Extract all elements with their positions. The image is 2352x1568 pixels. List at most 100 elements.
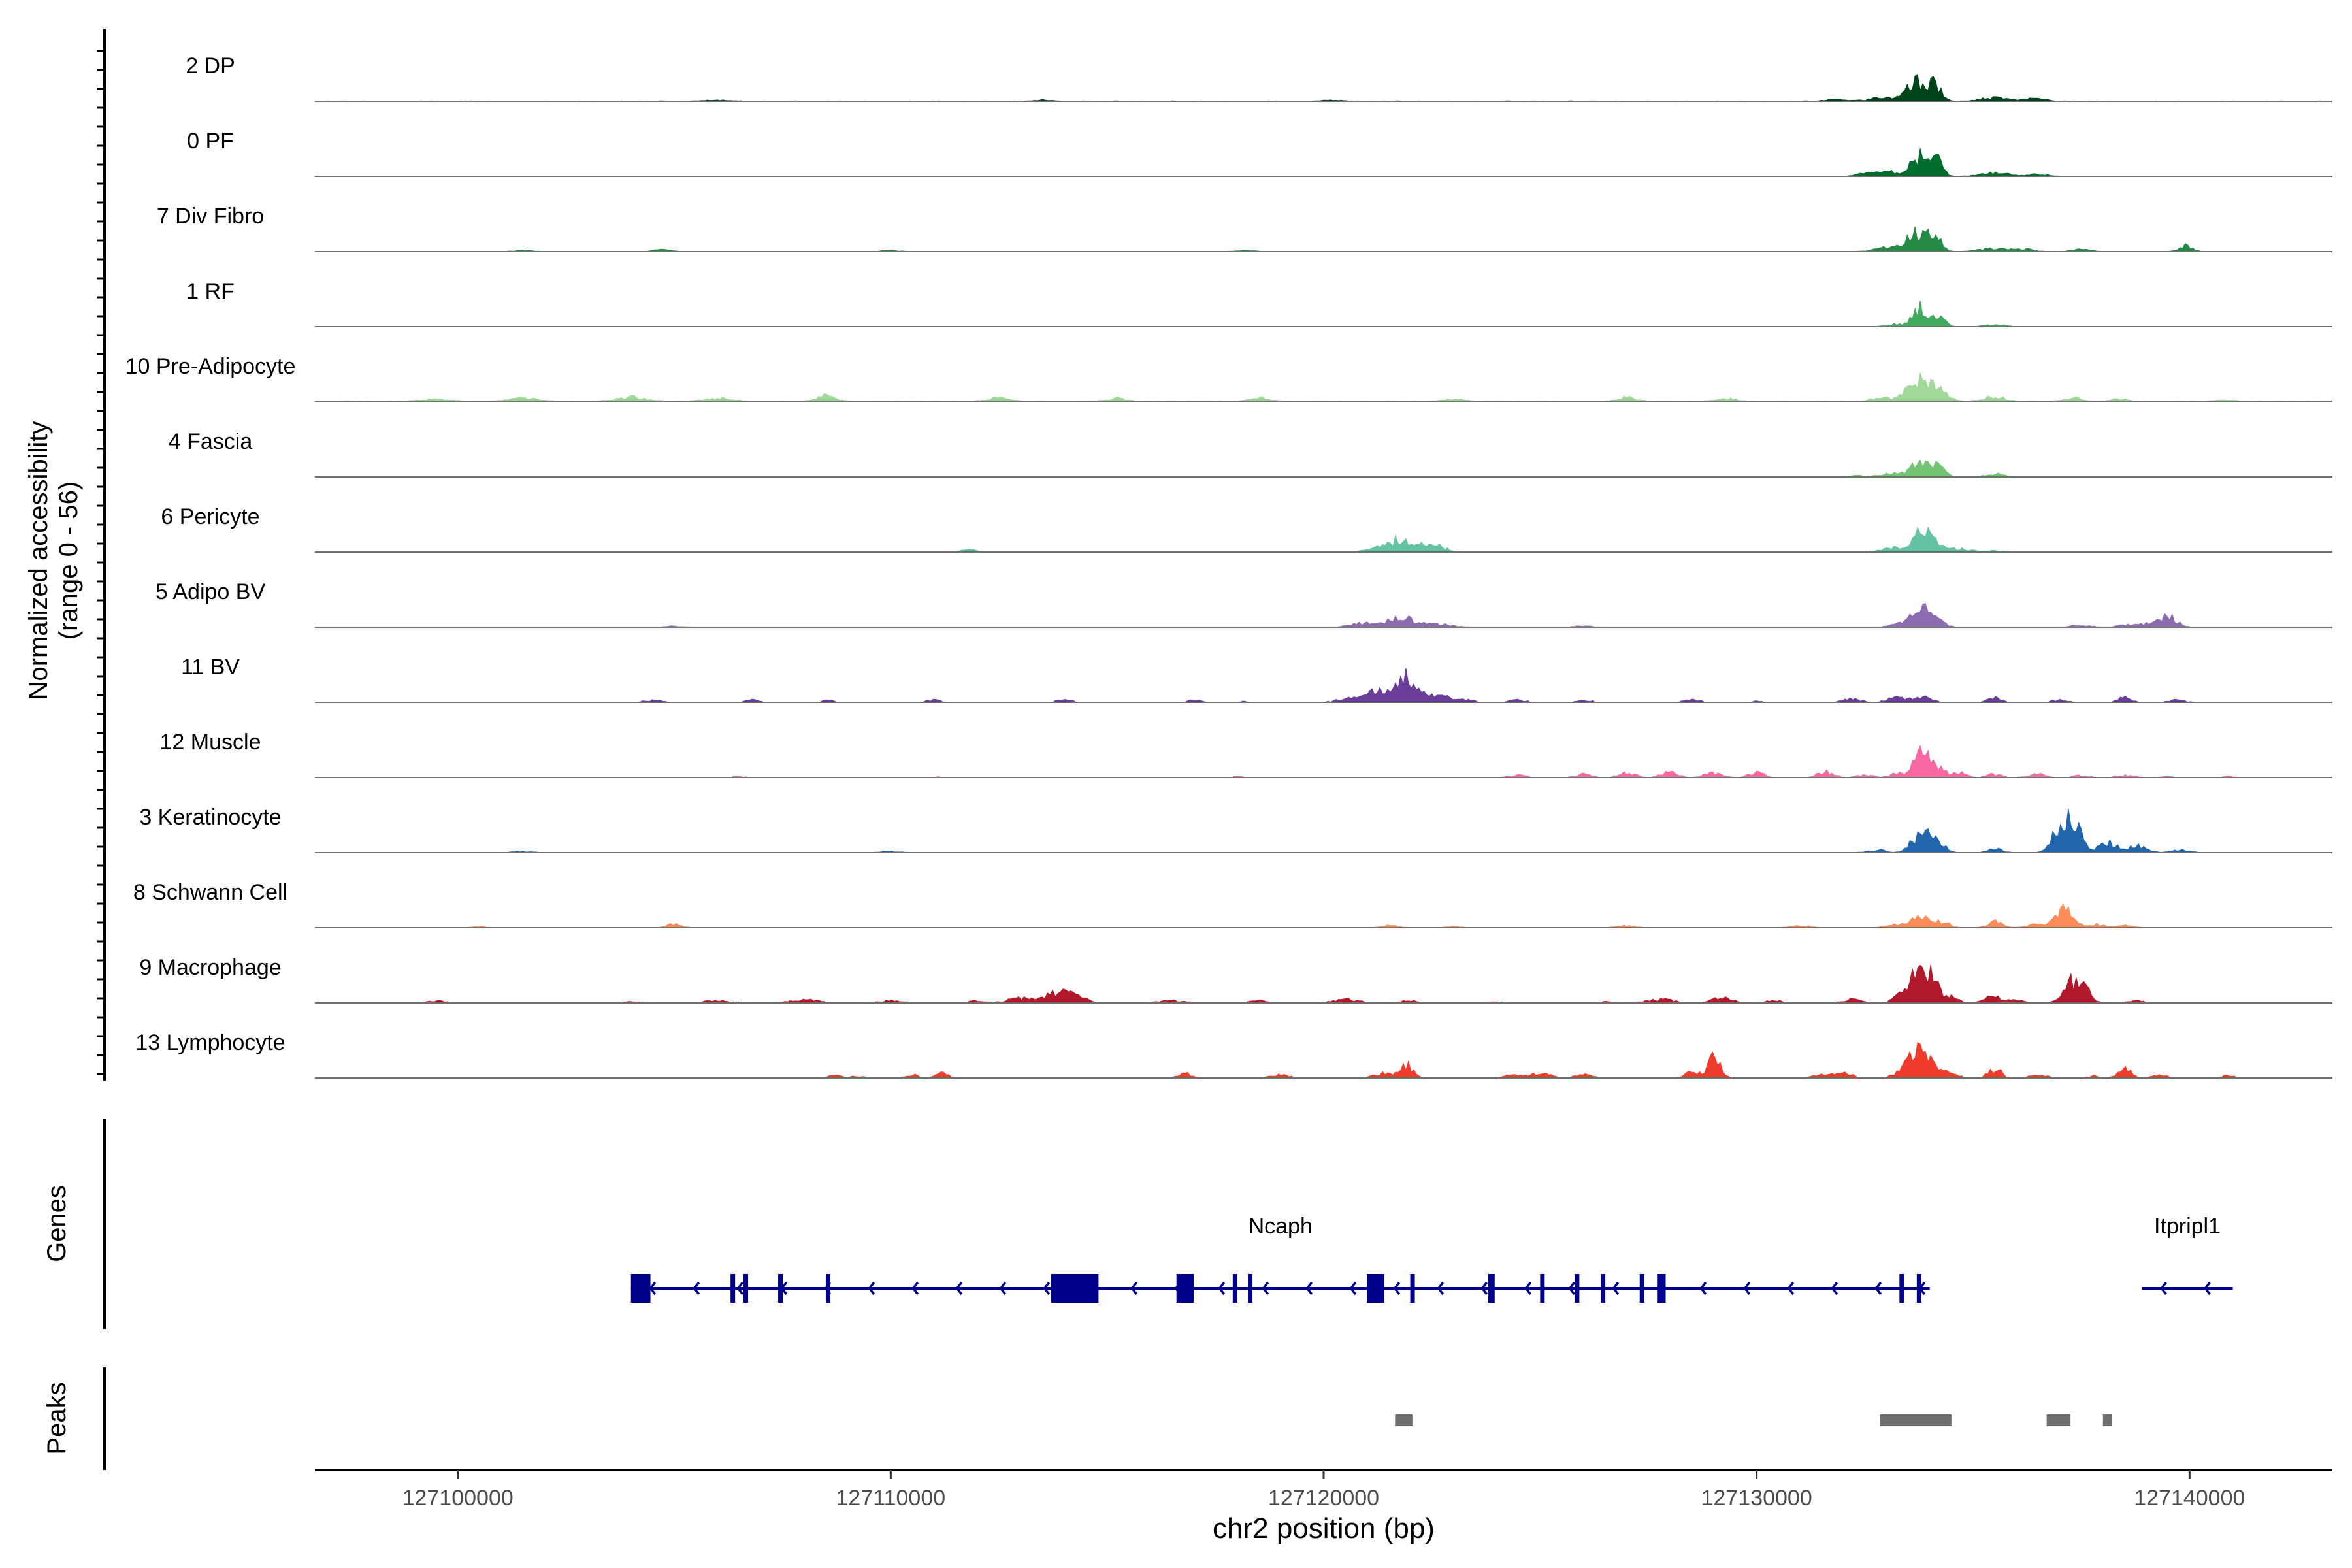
track-6: 4 Fascia xyxy=(169,429,2332,478)
x-axis-title: chr2 position (bp) xyxy=(1213,1512,1435,1544)
strand-arrow xyxy=(2160,1281,2167,1296)
strand-arrow xyxy=(1568,1281,1576,1296)
coverage-area xyxy=(314,226,2328,252)
exon xyxy=(1540,1274,1545,1303)
strand-arrow xyxy=(1349,1281,1357,1296)
genes-track-label: Genes xyxy=(42,1185,71,1262)
track-8: 5 Adipo BV xyxy=(155,580,2332,628)
strand-arrow xyxy=(1130,1281,1138,1296)
gene-ncaph: Ncaph xyxy=(630,1214,1930,1303)
coverage-area xyxy=(315,668,2328,703)
coverage-area xyxy=(314,372,2328,402)
x-tick-label: 127120000 xyxy=(1268,1486,1379,1511)
coverage-area xyxy=(315,964,2328,1004)
exon xyxy=(1232,1274,1237,1303)
strand-arrow xyxy=(1305,1281,1313,1296)
exon xyxy=(1575,1274,1580,1303)
exon xyxy=(1916,1274,1921,1303)
coverage-area xyxy=(314,602,2328,628)
gene-itpripl1: Itpripl1 xyxy=(2142,1214,2233,1296)
strand-arrow xyxy=(1437,1281,1445,1296)
gene-label: Ncaph xyxy=(1249,1214,1313,1239)
exon xyxy=(1899,1274,1904,1303)
exon xyxy=(1639,1274,1644,1303)
track-1: 2 DP xyxy=(186,54,2332,102)
track-label: 13 Lymphocyte xyxy=(135,1030,285,1055)
strand-arrow xyxy=(1743,1281,1751,1296)
track-label: 10 Pre-Adipocyte xyxy=(125,354,296,379)
coverage-tracks: 2 DP 0 PF 7 Div Fibro 1 RF 10 Pre-Adipocyte 4… xyxy=(125,54,2332,1079)
track-label: 5 Adipo BV xyxy=(155,580,266,604)
x-tick-label: 127130000 xyxy=(1701,1486,1812,1511)
coverage-area xyxy=(314,301,2328,327)
coverage-area xyxy=(314,459,2328,478)
peak-track: Peaks xyxy=(42,1367,2112,1470)
exon xyxy=(630,1274,651,1303)
exon xyxy=(730,1274,736,1303)
exon xyxy=(1657,1274,1666,1303)
coverage-area xyxy=(314,74,2328,102)
coverage-area xyxy=(314,148,2328,177)
track-9: 11 BV xyxy=(181,655,2332,703)
track-label: 8 Schwann Cell xyxy=(133,880,287,905)
peak-region xyxy=(2046,1414,2071,1426)
track-3: 7 Div Fibro xyxy=(157,204,2332,252)
track-label: 12 Muscle xyxy=(160,730,261,755)
gene-track: Genes Ncaph Itpripl1 xyxy=(42,1119,2233,1329)
track-label: 1 RF xyxy=(186,279,235,304)
strand-arrow xyxy=(1393,1281,1401,1296)
track-label: 6 Pericyte xyxy=(161,504,259,529)
exon xyxy=(1601,1274,1606,1303)
track-label: 7 Div Fibro xyxy=(157,204,264,229)
gene-label: Itpripl1 xyxy=(2154,1214,2221,1239)
exon xyxy=(1367,1274,1384,1303)
peaks-track-label: Peaks xyxy=(42,1382,71,1454)
track-7: 6 Pericyte xyxy=(161,504,2332,553)
exon xyxy=(743,1274,749,1303)
strand-arrow xyxy=(1262,1281,1269,1296)
coverage-area xyxy=(314,526,2328,553)
track-label: 2 DP xyxy=(186,54,235,78)
x-tick-label: 127100000 xyxy=(402,1486,514,1511)
track-label: 9 Macrophage xyxy=(139,955,281,980)
exon xyxy=(778,1274,783,1303)
strand-arrow xyxy=(999,1281,1007,1296)
strand-arrow xyxy=(2204,1281,2211,1296)
track-14: 13 Lymphocyte xyxy=(135,1030,2332,1079)
exon xyxy=(1248,1274,1253,1303)
y-axis-range-label: (range 0 - 56) xyxy=(54,482,83,640)
strand-arrow xyxy=(911,1281,919,1296)
strand-arrow xyxy=(1787,1281,1795,1296)
track-4: 1 RF xyxy=(186,279,2332,327)
track-13: 9 Macrophage xyxy=(139,955,2332,1004)
track-label: 4 Fascia xyxy=(169,429,253,454)
track-2: 0 PF xyxy=(187,129,2332,177)
strand-arrow xyxy=(1612,1281,1620,1296)
position-axis: 127100000 127110000 127120000 127130000 1271… xyxy=(315,1469,2332,1544)
exon xyxy=(1176,1274,1194,1303)
track-10: 12 Muscle xyxy=(160,730,2332,778)
strand-arrow xyxy=(649,1281,657,1296)
strand-arrow xyxy=(1218,1281,1226,1296)
track-label: 0 PF xyxy=(187,129,234,154)
exon xyxy=(1488,1274,1495,1303)
strand-arrow xyxy=(868,1281,875,1296)
track-label: 11 BV xyxy=(181,655,240,679)
peak-region xyxy=(1880,1414,1952,1426)
strand-arrow xyxy=(1874,1281,1882,1296)
track-label: 3 Keratinocyte xyxy=(139,805,281,830)
coverage-area xyxy=(314,903,2328,928)
strand-arrow xyxy=(1524,1281,1532,1296)
strand-arrow xyxy=(693,1281,700,1296)
track-12: 8 Schwann Cell xyxy=(133,880,2332,928)
peak-region xyxy=(2102,1414,2112,1426)
exon xyxy=(825,1274,830,1303)
coverage-area xyxy=(315,745,2328,778)
strand-arrow xyxy=(1043,1281,1051,1296)
accessibility-axis: Normalized accessibility (range 0 - 56) xyxy=(24,29,106,1081)
track-11: 3 Keratinocyte xyxy=(139,805,2332,853)
strand-arrow xyxy=(1699,1281,1707,1296)
strand-arrow xyxy=(1831,1281,1838,1296)
coverage-area xyxy=(315,1041,2328,1079)
